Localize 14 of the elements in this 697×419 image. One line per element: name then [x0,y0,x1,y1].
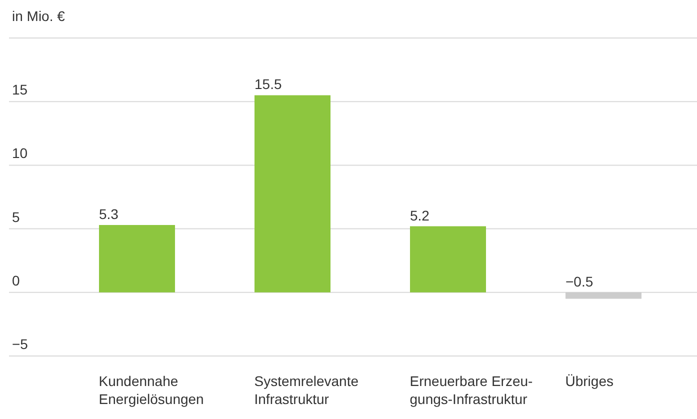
y-tick-label: 0 [12,272,20,288]
data-label: −0.5 [566,273,594,290]
x-tick-label: Kundennahe Energielösungen [98,373,204,407]
data-label: 15.5 [254,76,282,92]
x-tick-label: Übriges [565,373,614,389]
y-axis-title: in Mio. € [12,8,65,24]
x-tick-label: Erneuerbare Erzeu- gungs-Infrastruktur [410,373,534,407]
y-tick-label: 5 [12,208,20,225]
data-label: 5.3 [99,206,119,222]
y-tick-label: 15 [12,82,28,98]
y-tick-label: −5 [12,336,28,352]
x-tick-label: Systemrelevante Infrastruktur [254,373,359,407]
y-tick-label: 10 [12,145,28,162]
data-label: 5.2 [410,207,430,224]
